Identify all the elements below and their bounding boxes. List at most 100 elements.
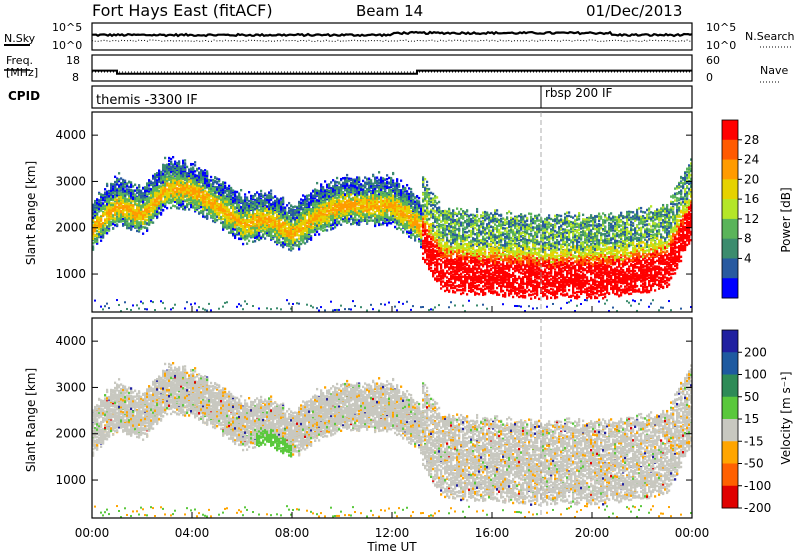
power-point — [240, 215, 243, 219]
power-point — [182, 177, 185, 180]
power-point — [238, 230, 241, 234]
power-point — [254, 235, 257, 238]
power-point — [242, 224, 245, 228]
power-point — [114, 211, 117, 214]
power-point — [128, 180, 131, 183]
power-point — [196, 184, 199, 187]
power-point — [202, 307, 204, 310]
power-point — [296, 302, 298, 305]
power-point — [114, 175, 117, 179]
power-point — [242, 236, 245, 240]
power-point — [158, 172, 161, 175]
power-point — [160, 211, 163, 215]
power-point — [152, 205, 155, 208]
power-point — [138, 226, 141, 230]
power-point — [174, 162, 177, 166]
power-point — [174, 160, 177, 163]
power-point — [156, 175, 159, 179]
power-point — [224, 191, 227, 194]
power-point — [160, 175, 163, 178]
power-point — [238, 199, 241, 203]
power-point — [118, 220, 121, 223]
power-point — [98, 233, 101, 236]
power-point — [92, 205, 95, 209]
power-point — [156, 179, 159, 182]
power-point — [238, 200, 241, 204]
power-point — [162, 184, 165, 188]
power-point — [226, 200, 229, 203]
power-point — [232, 203, 235, 207]
power-point — [100, 193, 103, 197]
station-title: Fort Hays East (fitACF) — [92, 1, 273, 20]
power-point — [266, 226, 269, 229]
power-point — [274, 234, 277, 237]
power-point — [212, 192, 215, 196]
power-point — [202, 201, 205, 204]
power-point — [96, 223, 99, 227]
power-point — [110, 207, 113, 210]
power-point — [274, 195, 277, 198]
power-point — [172, 155, 175, 159]
freq-tick-top: 18 — [66, 54, 80, 67]
power-point — [196, 169, 199, 172]
power-point — [170, 187, 173, 190]
power-point — [246, 225, 249, 228]
power-point — [298, 211, 301, 214]
power-point — [264, 204, 267, 207]
power-point — [174, 200, 177, 203]
power-point — [242, 220, 245, 224]
power-point — [148, 204, 151, 207]
power-point — [164, 170, 167, 174]
power-point — [148, 179, 151, 182]
power-point — [152, 208, 155, 211]
power-point — [276, 213, 279, 216]
power-point — [204, 187, 207, 190]
power-point — [102, 235, 105, 238]
power-point — [180, 205, 183, 208]
power-point — [244, 213, 247, 217]
power-point — [254, 213, 257, 217]
power-point — [216, 188, 219, 191]
power-point — [126, 218, 129, 222]
power-point — [242, 233, 245, 236]
power-point — [256, 226, 259, 230]
power-point — [146, 215, 149, 219]
power-point — [172, 176, 175, 180]
power-point — [114, 224, 117, 227]
power-point — [94, 206, 97, 209]
power-point — [266, 222, 269, 225]
noise-left-label: N.Sky — [4, 32, 36, 45]
power-point — [130, 183, 133, 186]
power-point — [184, 177, 187, 181]
power-point — [120, 210, 123, 213]
power-point — [268, 229, 271, 233]
power-point — [152, 183, 155, 187]
power-point — [106, 214, 109, 218]
power-point — [164, 183, 167, 186]
power-point — [216, 177, 219, 180]
power-point — [118, 201, 121, 205]
power-point — [260, 211, 263, 215]
power-point — [94, 299, 96, 302]
power-point — [196, 190, 199, 193]
power-point — [162, 169, 165, 172]
power-point — [288, 234, 291, 238]
power-point — [242, 212, 245, 215]
power-point — [258, 204, 261, 208]
power-point — [154, 186, 157, 190]
power-point — [240, 200, 243, 204]
power-point — [266, 207, 269, 211]
power-point — [162, 181, 165, 184]
power-point — [194, 181, 197, 185]
power-point — [284, 208, 287, 212]
power-point — [118, 188, 121, 191]
power-point — [176, 172, 179, 176]
power-point — [92, 228, 95, 232]
power-point — [192, 201, 195, 204]
power-point — [126, 216, 129, 219]
noise-left-tick-top: 10^5 — [52, 21, 82, 34]
power-point — [276, 241, 279, 244]
power-point — [258, 199, 261, 203]
power-point — [142, 212, 145, 215]
power-point — [264, 227, 267, 231]
